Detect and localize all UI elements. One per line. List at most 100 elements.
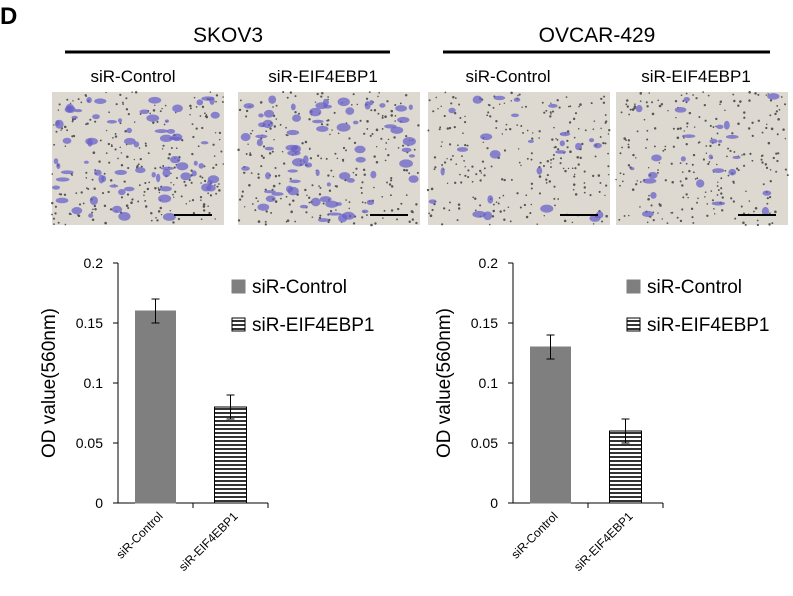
bar — [530, 346, 571, 504]
pore-dot — [716, 132, 719, 135]
cell — [732, 155, 741, 159]
pore-dot — [68, 212, 72, 215]
pore-dot — [774, 112, 777, 116]
pore-dot — [769, 99, 773, 102]
pore-dot — [748, 99, 751, 102]
pore-dot — [583, 191, 586, 194]
pore-dot — [676, 136, 680, 140]
pore-dot — [698, 141, 701, 144]
pore-dot — [365, 214, 368, 216]
pore-dot — [432, 110, 435, 113]
pore-dot — [114, 135, 118, 138]
pore-dot — [686, 122, 689, 125]
pore-dot — [492, 209, 495, 213]
pore-dot — [550, 166, 552, 168]
pore-dot — [697, 197, 699, 200]
pore-dot — [600, 97, 603, 100]
cell — [146, 114, 160, 122]
cell — [397, 116, 410, 123]
pore-dot — [53, 143, 56, 146]
pore-dot — [265, 130, 268, 133]
pore-dot — [574, 167, 577, 170]
pore-dot — [719, 103, 721, 106]
pore-dot — [352, 222, 356, 225]
pore-dot — [410, 210, 414, 213]
pore-dot — [133, 121, 136, 123]
pore-dot — [93, 187, 96, 191]
pore-dot — [651, 112, 655, 116]
pore-dot — [558, 106, 561, 109]
pore-dot — [180, 195, 183, 198]
pore-dot — [408, 172, 411, 175]
pore-dot — [685, 92, 688, 95]
cell — [575, 142, 582, 151]
pore-dot — [748, 200, 751, 202]
pore-dot — [275, 104, 278, 107]
pore-dot — [605, 184, 608, 187]
pore-dot — [732, 93, 735, 96]
cell — [160, 166, 175, 171]
pore-dot — [521, 106, 523, 108]
cell — [169, 156, 181, 164]
pore-dot — [645, 147, 647, 149]
cell — [355, 156, 366, 163]
pore-dot — [107, 190, 110, 194]
pore-dot — [172, 221, 175, 224]
cell — [94, 169, 102, 176]
pore-dot — [264, 223, 267, 226]
pore-dot — [390, 114, 393, 117]
micrograph — [426, 91, 611, 226]
pore-dot — [360, 186, 363, 189]
pore-dot — [483, 174, 486, 177]
cell — [171, 133, 183, 142]
pore-dot — [577, 127, 580, 130]
pore-dot — [105, 152, 108, 154]
pore-dot — [119, 122, 122, 125]
pore-dot — [117, 157, 119, 160]
pore-dot — [530, 152, 533, 155]
y-tick-label: 0.1 — [479, 375, 499, 391]
pore-dot — [221, 101, 224, 103]
pore-dot — [571, 167, 574, 170]
pore-dot — [542, 165, 545, 168]
pore-dot — [541, 101, 544, 104]
pore-dot — [604, 194, 606, 197]
pore-dot — [503, 209, 506, 212]
pore-dot — [109, 208, 113, 211]
pore-dot — [464, 143, 467, 147]
pore-dot — [734, 217, 737, 220]
pore-dot — [208, 211, 211, 215]
cell — [310, 197, 321, 207]
pore-dot — [622, 173, 625, 176]
pore-dot — [681, 184, 684, 187]
pore-dot — [294, 220, 297, 223]
pore-dot — [619, 184, 621, 187]
pore-dot — [498, 103, 501, 105]
pore-dot — [454, 181, 457, 184]
pore-dot — [281, 151, 284, 153]
pore-dot — [326, 123, 329, 126]
pore-dot — [713, 208, 715, 210]
pore-dot — [262, 156, 265, 160]
cell — [74, 108, 83, 113]
pore-dot — [531, 132, 534, 134]
cell — [285, 144, 299, 151]
pore-dot — [631, 188, 635, 191]
pore-dot — [275, 118, 278, 120]
pore-dot — [760, 158, 763, 161]
pore-dot — [556, 138, 559, 141]
y-tick-label: 0 — [95, 495, 103, 511]
pore-dot — [105, 91, 107, 94]
pore-dot — [123, 180, 126, 183]
pore-dot — [737, 104, 740, 107]
cell — [114, 169, 127, 175]
pore-dot — [766, 197, 769, 200]
pore-dot — [679, 219, 683, 223]
pore-dot — [386, 100, 389, 103]
pore-dot — [381, 114, 384, 117]
pore-dot — [590, 102, 593, 105]
pore-dot — [604, 142, 607, 145]
pore-dot — [776, 159, 779, 163]
pore-dot — [58, 103, 61, 106]
pore-dot — [191, 198, 195, 202]
